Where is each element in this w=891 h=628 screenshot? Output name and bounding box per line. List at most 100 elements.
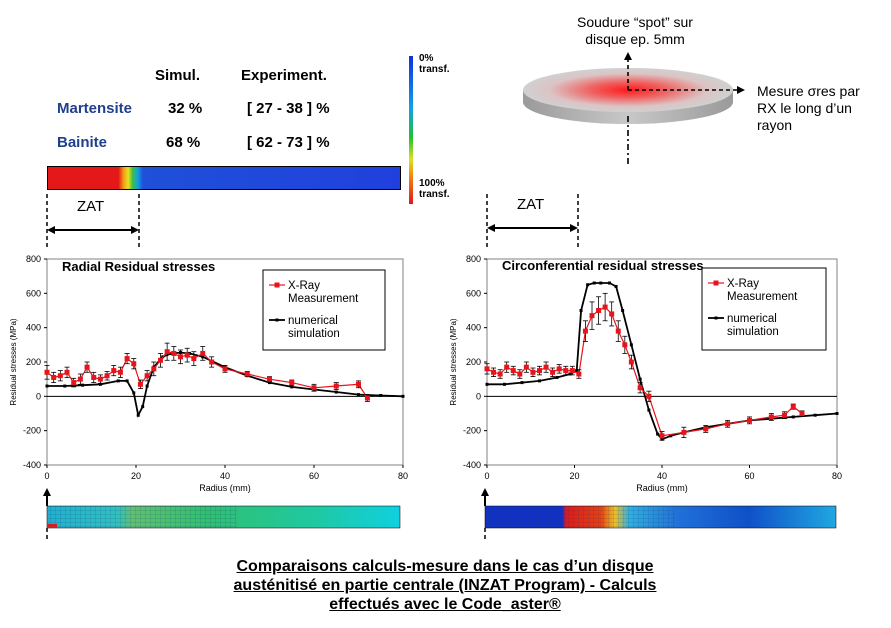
simulation-point bbox=[132, 391, 136, 395]
measurement-point bbox=[596, 308, 602, 313]
measurement-point bbox=[267, 376, 272, 382]
measurement-point bbox=[77, 376, 83, 382]
chart-title: Radial Residual stresses bbox=[62, 259, 215, 274]
measure-label: Mesure σres par RX le long d’un rayon bbox=[757, 83, 860, 134]
colorbar bbox=[409, 56, 413, 204]
chart-title: Circonferential residual stresses bbox=[502, 258, 704, 273]
y-tick-label: 600 bbox=[466, 288, 481, 298]
simulation-point bbox=[290, 385, 294, 389]
measurement-point bbox=[91, 374, 97, 380]
measurement-point bbox=[209, 359, 215, 365]
y-tick-label: 800 bbox=[466, 254, 481, 264]
measurement-point bbox=[782, 412, 787, 418]
measurement-point bbox=[157, 357, 163, 363]
measurement-point bbox=[191, 356, 197, 362]
colorbar-top-percent: 0% bbox=[419, 53, 434, 64]
measurement-point bbox=[144, 373, 150, 379]
phase-bar bbox=[47, 166, 401, 190]
simulation-point bbox=[835, 412, 839, 415]
simulation-point bbox=[555, 375, 559, 379]
phase-name-bainite: Bainite bbox=[57, 134, 108, 151]
zat-label-left: ZAT bbox=[77, 198, 105, 215]
simulation-point bbox=[379, 393, 383, 397]
measurement-point bbox=[523, 364, 529, 370]
x-tick-label: 80 bbox=[832, 471, 842, 481]
legend-label-simulation-line2: simulation bbox=[727, 326, 779, 338]
measurement-point bbox=[151, 366, 157, 372]
measurement-point bbox=[628, 359, 634, 365]
experiment-value-martensite: [ 27 - 38 ] % bbox=[247, 100, 330, 117]
measurement-point bbox=[200, 350, 206, 356]
caption-line2: austénitisé en partie centrale (INZAT Pr… bbox=[233, 577, 657, 594]
series-line-xray-measurement bbox=[486, 306, 803, 437]
measurement-point bbox=[164, 349, 170, 355]
measurement-point bbox=[510, 368, 516, 374]
y-tick-label: 400 bbox=[466, 323, 481, 333]
disk-title-line2: disque ep. 5mm bbox=[585, 31, 685, 47]
measurement-point bbox=[311, 385, 317, 391]
measurement-point bbox=[364, 395, 370, 401]
measurement-point bbox=[222, 366, 228, 372]
measurement-point bbox=[84, 364, 90, 370]
measurement-point bbox=[725, 421, 731, 427]
x-axis-title: Radius (mm) bbox=[199, 483, 251, 493]
x-tick-label: 40 bbox=[657, 471, 667, 481]
measurement-point bbox=[563, 368, 569, 374]
legend-box bbox=[262, 269, 386, 351]
measurement-point bbox=[681, 429, 687, 435]
x-tick-label: 40 bbox=[220, 471, 230, 481]
simulation-point bbox=[268, 381, 271, 385]
simulation-point bbox=[568, 372, 572, 376]
zat-annotation-left bbox=[46, 194, 140, 250]
measurement-point bbox=[51, 374, 57, 380]
simulation-point bbox=[638, 377, 642, 381]
x-tick-label: 80 bbox=[398, 471, 408, 481]
measurement-point bbox=[104, 373, 110, 379]
y-tick-label: 200 bbox=[26, 357, 41, 367]
simulation-point bbox=[586, 283, 590, 287]
y-tick-label: 0 bbox=[36, 391, 41, 401]
zat-label-right: ZAT bbox=[517, 196, 545, 213]
measurement-point bbox=[64, 369, 70, 375]
measurement-point bbox=[790, 404, 796, 410]
y-tick-label: 0 bbox=[476, 391, 481, 401]
y-tick-label: 200 bbox=[466, 357, 481, 367]
colorbar-bottom-unit: transf. bbox=[419, 189, 450, 200]
simulation-point bbox=[538, 379, 541, 383]
measurement-point bbox=[537, 368, 542, 374]
simulation-point bbox=[357, 393, 360, 397]
mesh-strip-circonferential bbox=[481, 488, 837, 542]
measurement-point bbox=[550, 369, 556, 375]
measurement-point bbox=[333, 383, 339, 389]
simulation-point bbox=[608, 281, 611, 285]
simulation-point bbox=[503, 382, 506, 386]
col-header-experiment: Experiment. bbox=[241, 67, 327, 84]
simulation-point bbox=[813, 413, 817, 417]
measurement-point bbox=[609, 311, 615, 317]
y-axis-title: Residual stresses (MPa) bbox=[449, 318, 458, 405]
x-tick-label: 60 bbox=[309, 471, 319, 481]
measurement-point bbox=[602, 304, 608, 310]
x-tick-label: 0 bbox=[44, 471, 49, 481]
measurement-point bbox=[44, 369, 50, 375]
measurement-point bbox=[111, 368, 117, 374]
measurement-point bbox=[504, 364, 510, 370]
simulation-point bbox=[145, 384, 149, 388]
y-tick-label: -400 bbox=[23, 460, 41, 470]
x-tick-label: 20 bbox=[569, 471, 579, 481]
simulation-point bbox=[592, 281, 596, 285]
y-tick-label: -400 bbox=[463, 460, 481, 470]
measurement-point bbox=[576, 371, 582, 377]
legend-marker-xray bbox=[713, 280, 719, 286]
measurement-point bbox=[131, 361, 137, 367]
measurement-point bbox=[137, 381, 143, 387]
x-tick-label: 20 bbox=[131, 471, 141, 481]
simulation-point bbox=[599, 281, 603, 285]
simulation-point bbox=[334, 390, 338, 394]
colorbar-bottom-percent: 100% bbox=[419, 178, 445, 189]
measurement-point bbox=[747, 417, 752, 423]
measurement-point bbox=[97, 376, 103, 382]
simulation-point bbox=[647, 408, 651, 412]
